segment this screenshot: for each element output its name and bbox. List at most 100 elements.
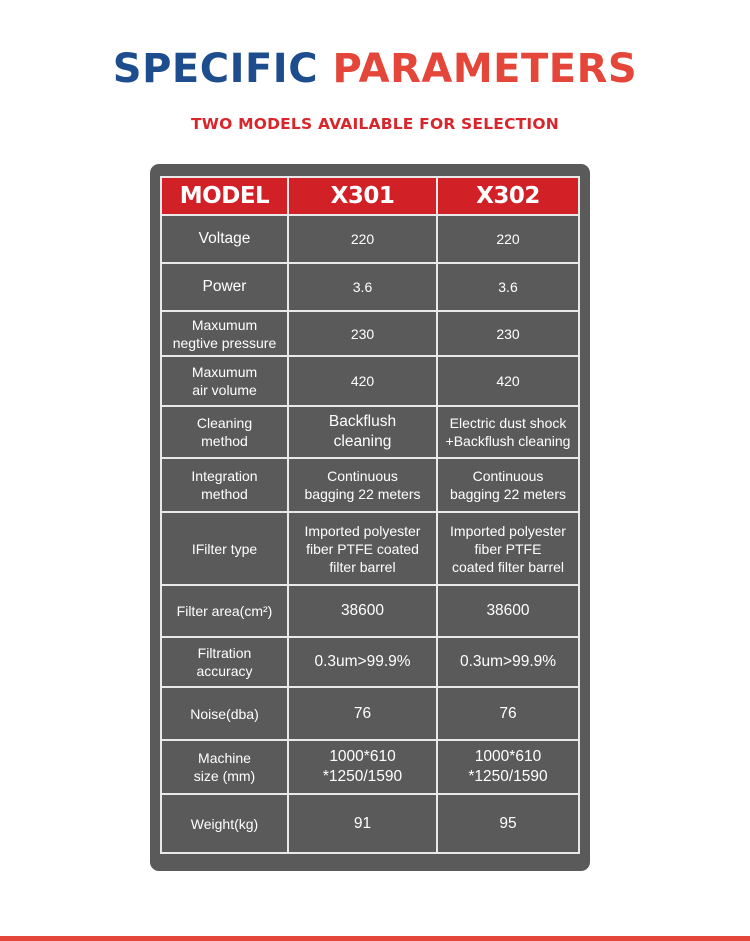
value-line: bagging 22 meters — [450, 486, 566, 502]
label-line: Cleaning — [196, 415, 253, 431]
cell-x302: 3.6 — [436, 262, 580, 312]
value-line: 76 — [499, 704, 517, 722]
label-line: accuracy — [196, 663, 253, 679]
table-row-integration-method: Integration method Continuous bagging 22 m… — [160, 457, 580, 513]
value-line: 230 — [496, 325, 520, 342]
label-line: air volume — [192, 382, 257, 398]
value-line: Continuous — [472, 468, 544, 484]
title-word-specific: SPECIFIC — [112, 46, 319, 92]
value-line: 420 — [496, 373, 520, 389]
value-line: Continuous — [327, 468, 398, 484]
value-line: 38600 — [486, 602, 530, 619]
label-line: size (mm) — [193, 768, 256, 784]
cell-x302: 220 — [436, 214, 580, 264]
value-line: *1250/1590 — [468, 768, 548, 785]
value-line: cleaning — [333, 433, 392, 450]
value-line: bagging 22 meters — [304, 486, 421, 502]
table-row-machine-size: Machine size (mm) 1000*610 *1250/1590 1000… — [160, 739, 580, 795]
value-line: 38600 — [340, 602, 385, 619]
value-line: 1000*610 — [329, 748, 396, 765]
page-title: SPECIFIC PARAMETERS — [0, 46, 750, 92]
label-line: method — [201, 486, 248, 502]
label-line: Maxumum — [191, 316, 258, 333]
value-line: Imported polyester — [450, 522, 566, 539]
value-line: 3.6 — [498, 279, 518, 295]
label-line: method — [201, 433, 248, 449]
cell-x302: 230 — [436, 310, 580, 357]
cell-x302: Imported polyester fiber PTFE coated filte… — [436, 511, 580, 586]
value-line: Electric dust shock — [449, 415, 567, 431]
cell-x302: 38600 — [436, 584, 580, 638]
table-row-cleaning-method: Cleaning method Backflush cleaning Electri… — [160, 405, 580, 459]
value-line: 1000*610 — [474, 748, 542, 765]
table-row-power: Power 3.6 3.6 — [160, 262, 580, 312]
bottom-accent-bar — [0, 936, 750, 941]
value-line: 220 — [350, 231, 375, 247]
title-word-parameters: PARAMETERS — [332, 46, 638, 92]
cell-x302: 0.3um>99.9% — [436, 636, 580, 688]
value-line: 76 — [353, 704, 372, 722]
value-line: filter barrel — [329, 558, 396, 575]
cell-x301: 3.6 — [287, 262, 438, 312]
label-line: negtive pressure — [172, 334, 277, 351]
table-header-row: MODEL X301 X302 — [160, 176, 580, 216]
cell-x302: 76 — [436, 686, 580, 741]
cell-x301: 76 — [287, 686, 438, 741]
table-row-voltage: Voltage 220 220 — [160, 214, 580, 264]
row-label: Weight(kg) — [160, 793, 289, 854]
parameters-table: MODEL X301 X302 Voltage 220 220 Power 3.… — [160, 176, 580, 854]
label-line: Integration — [191, 468, 258, 484]
page-subtitle: TWO MODELS AVAILABLE FOR SELECTION — [191, 115, 559, 133]
cell-x301: 1000*610 *1250/1590 — [287, 739, 438, 795]
cell-x302: Continuous bagging 22 meters — [436, 457, 580, 513]
label-line: Power — [202, 278, 247, 295]
header-cell-x302: X302 — [436, 176, 580, 216]
value-line: 220 — [496, 231, 520, 247]
table-row-max-air-volume: Maxumum air volume 420 420 — [160, 355, 580, 407]
row-label: Voltage — [160, 214, 289, 264]
row-label: Machine size (mm) — [160, 739, 289, 795]
cell-x302: 95 — [436, 793, 580, 854]
header-cell-model: MODEL — [160, 176, 289, 216]
cell-x301: Continuous bagging 22 meters — [287, 457, 438, 513]
cell-x302: 420 — [436, 355, 580, 407]
cell-x301: 0.3um>99.9% — [287, 636, 438, 688]
cell-x302: 1000*610 *1250/1590 — [436, 739, 580, 795]
value-line: coated filter barrel — [451, 558, 565, 575]
row-label: Cleaning method — [160, 405, 289, 459]
label-line: Weight(kg) — [190, 815, 259, 832]
value-line: 91 — [353, 814, 372, 832]
cell-x302: Electric dust shock +Backflush cleaning — [436, 405, 580, 459]
table-row-filter-type: IFilter type Imported polyester fiber PTF… — [160, 511, 580, 586]
cell-x301: 38600 — [287, 584, 438, 638]
table-row-filter-area: Filter area(cm²) 38600 38600 — [160, 584, 580, 638]
row-label: Power — [160, 262, 289, 312]
value-line: 230 — [350, 325, 375, 342]
value-line: Imported polyester — [304, 522, 421, 539]
table-row-max-negative-pressure: Maxumum negtive pressure 230 230 — [160, 310, 580, 357]
table-row-noise: Noise(dba) 76 76 — [160, 686, 580, 741]
row-label: Filtration accuracy — [160, 636, 289, 688]
value-line: +Backflush cleaning — [445, 433, 571, 449]
label-line: Filter area(cm²) — [176, 603, 273, 619]
value-line: 0.3um>99.9% — [314, 653, 411, 670]
row-label: Maxumum negtive pressure — [160, 310, 289, 357]
cell-x301: 220 — [287, 214, 438, 264]
row-label: Filter area(cm²) — [160, 584, 289, 638]
cell-x301: Backflush cleaning — [287, 405, 438, 459]
label-line: IFilter type — [191, 540, 258, 557]
label-line: Machine — [198, 750, 251, 766]
table-row-weight: Weight(kg) 91 95 — [160, 793, 580, 854]
label-line: Voltage — [198, 230, 251, 247]
value-line: Backflush — [328, 413, 397, 430]
value-line: fiber PTFE coated — [306, 540, 419, 557]
label-line: Maxumum — [191, 364, 258, 380]
label-line: Noise(dba) — [190, 705, 259, 722]
cell-x301: 230 — [287, 310, 438, 357]
label-line: Filtration — [197, 645, 252, 661]
row-label: IFilter type — [160, 511, 289, 586]
value-line: 0.3um>99.9% — [459, 653, 557, 670]
row-label: Noise(dba) — [160, 686, 289, 741]
header-cell-x301: X301 — [287, 176, 438, 216]
cell-x301: 91 — [287, 793, 438, 854]
